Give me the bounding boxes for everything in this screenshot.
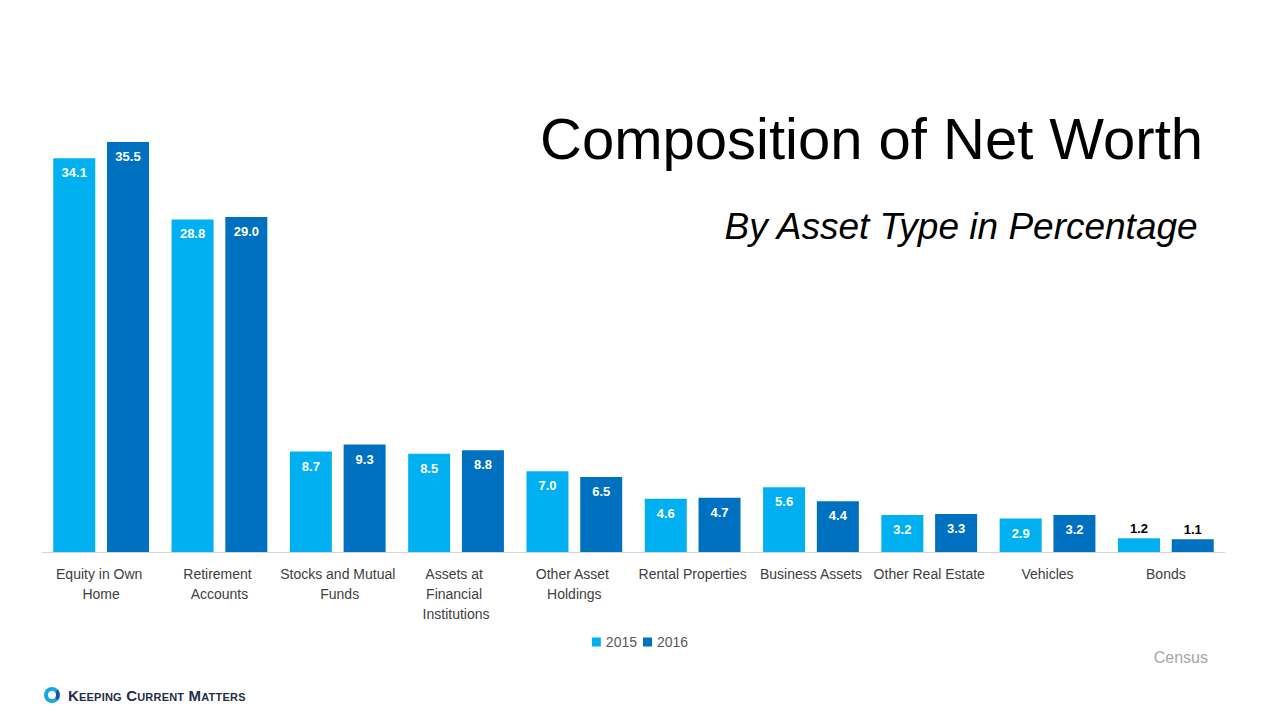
svg-text:2016: 2016: [657, 634, 688, 650]
svg-text:29.0: 29.0: [234, 224, 259, 239]
svg-text:Institutions: Institutions: [423, 606, 490, 622]
svg-text:Accounts: Accounts: [191, 586, 249, 602]
html-text:Keeping Current Matters: Keeping Current Matters: [68, 686, 246, 704]
svg-text:Equity in Own: Equity in Own: [56, 566, 146, 582]
svg-text:7.0: 7.0: [538, 478, 556, 493]
svg-text:Holdings: Holdings: [547, 586, 601, 602]
svg-text:6.5: 6.5: [592, 484, 610, 499]
svg-text:Stocks and Mutual: Stocks and Mutual: [280, 566, 395, 582]
svg-text:Business Assets: Business Assets: [760, 566, 862, 582]
svg-text:8.5: 8.5: [420, 461, 438, 476]
svg-text:2.9: 2.9: [1012, 526, 1030, 541]
svg-text:Retirement: Retirement: [183, 566, 255, 582]
svg-text:3.3: 3.3: [947, 521, 965, 536]
svg-text:34.1: 34.1: [62, 165, 87, 180]
svg-text:5.6: 5.6: [775, 494, 793, 509]
svg-text:By Asset Type in Percentage: By Asset Type in Percentage: [725, 206, 1198, 247]
svg-text:Rental Properties: Rental Properties: [639, 566, 747, 582]
svg-text:35.5: 35.5: [115, 149, 140, 164]
svg-text:28.8: 28.8: [180, 226, 205, 241]
svg-text:2015: 2015: [606, 634, 637, 650]
svg-text:Financial: Financial: [426, 586, 486, 602]
svg-text:1.1: 1.1: [1184, 522, 1202, 537]
svg-text:3.2: 3.2: [893, 522, 911, 537]
svg-text:Assets at: Assets at: [425, 566, 486, 582]
svg-text:8.8: 8.8: [474, 457, 492, 472]
svg-text:4.6: 4.6: [657, 506, 675, 521]
svg-text:Other Asset: Other Asset: [536, 566, 613, 582]
svg-text:4.4: 4.4: [829, 508, 848, 523]
svg-text:4.7: 4.7: [710, 505, 728, 520]
svg-text:Other Real Estate: Other Real Estate: [874, 566, 985, 582]
svg-text:1.2: 1.2: [1130, 521, 1148, 536]
svg-text:Home: Home: [82, 586, 120, 602]
svg-text:Census: Census: [1154, 649, 1208, 666]
svg-text:8.7: 8.7: [302, 459, 320, 474]
svg-text:Composition of Net Worth: Composition of Net Worth: [540, 106, 1203, 171]
svg-text:Vehicles: Vehicles: [1021, 566, 1073, 582]
svg-text:3.2: 3.2: [1065, 522, 1083, 537]
svg-text:9.3: 9.3: [356, 452, 374, 467]
svg-text:Bonds: Bonds: [1146, 566, 1186, 582]
svg-text:Funds: Funds: [316, 586, 359, 602]
